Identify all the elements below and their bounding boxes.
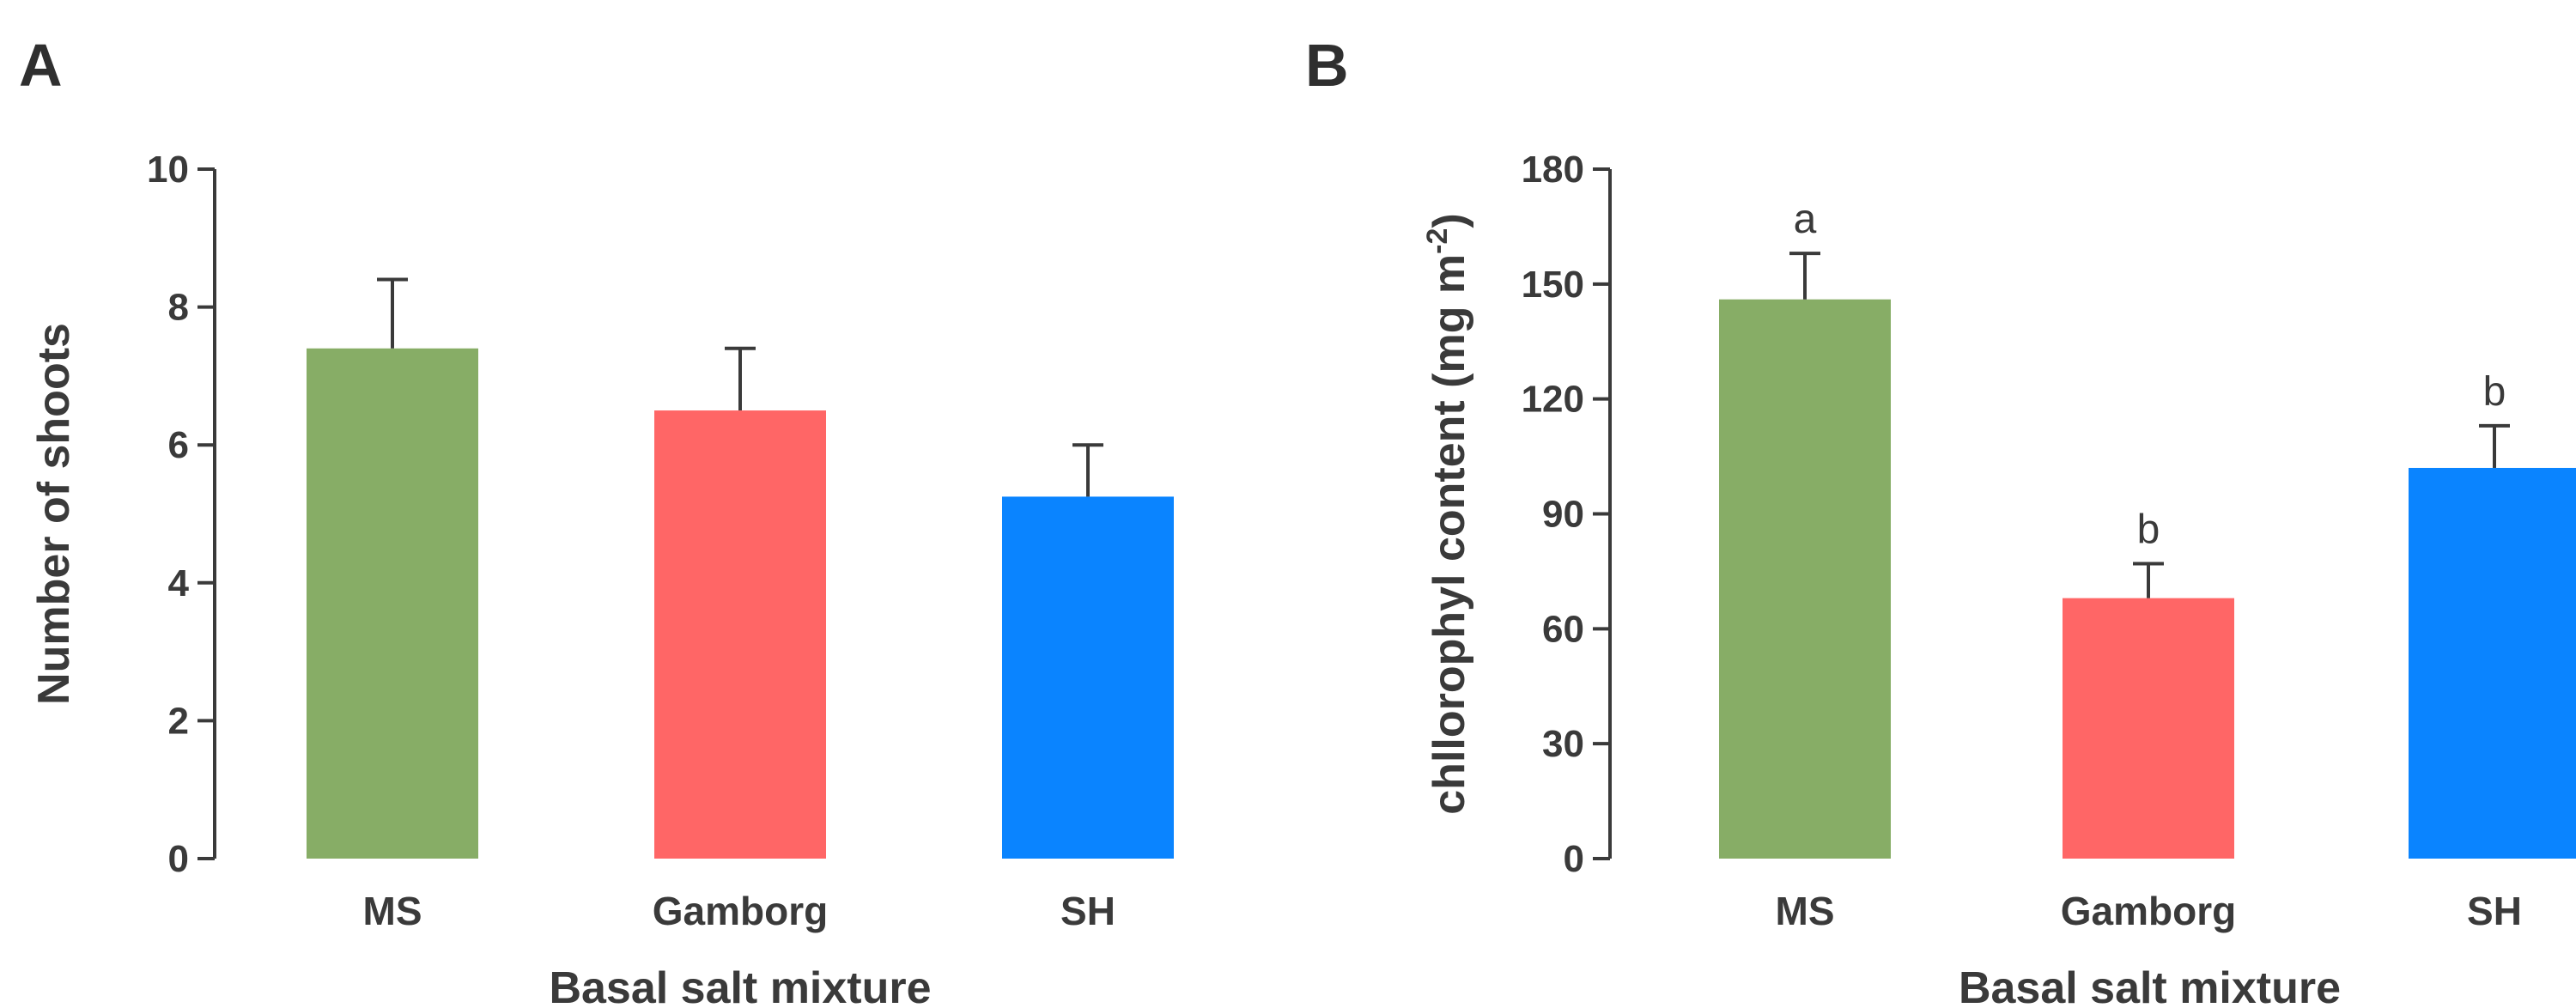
- y-axis-title-superscript: -2: [1421, 228, 1454, 254]
- x-tick-label-ms: MS: [1776, 889, 1835, 933]
- panel-label-a: A: [19, 32, 63, 99]
- y-tick-label-150: 150: [1522, 264, 1584, 306]
- x-tick-label-gamborg: Gamborg: [653, 889, 828, 933]
- panel-label-b: B: [1305, 32, 1349, 99]
- y-tick-label-0: 0: [1564, 838, 1584, 880]
- x-axis-title: Basal salt mixture: [549, 963, 931, 1008]
- significance-label-sh: b: [2483, 369, 2506, 415]
- y-tick-label-60: 60: [1542, 608, 1584, 650]
- y-tick-label-6: 6: [168, 424, 189, 466]
- significance-label-ms: a: [1794, 197, 1817, 242]
- y-axis-title: Number of shoots: [29, 323, 79, 705]
- x-tick-label-ms: MS: [363, 889, 422, 933]
- y-tick-label-0: 0: [168, 838, 189, 880]
- significance-label-gamborg: b: [2137, 507, 2160, 552]
- x-tick-label-sh: SH: [2467, 889, 2522, 933]
- y-tick-label-180: 180: [1522, 149, 1584, 191]
- y-tick-label-4: 4: [168, 562, 190, 604]
- bar-sh: [2409, 467, 2576, 859]
- bar-gamborg: [654, 410, 826, 859]
- bar-ms: [1719, 299, 1891, 859]
- y-axis-title: chllorophyl content (mg m-2): [1421, 213, 1474, 814]
- y-axis-title-text: Number of shoots: [29, 323, 79, 705]
- bar-ms: [307, 348, 478, 859]
- bar-sh: [1002, 496, 1174, 859]
- y-tick-label-10: 10: [147, 149, 189, 191]
- y-tick-label-120: 120: [1522, 379, 1584, 421]
- y-tick-label-8: 8: [168, 287, 189, 329]
- chart-panel-a: A MS Gamborg SH 0 2 4 6 8 10 Basal salt mixture Num…: [19, 32, 1174, 1008]
- x-tick-label-gamborg: Gamborg: [2061, 889, 2236, 933]
- x-tick-label-sh: SH: [1060, 889, 1115, 933]
- y-tick-label-2: 2: [168, 700, 189, 742]
- chart-b-svg: Ba MS b Gamborg b SH 0 30 60 90 120 150 180 Basal sal…: [1305, 32, 2576, 1008]
- bar-gamborg: [2063, 598, 2234, 859]
- y-axis-title-text: chllorophyl content (mg m: [1425, 254, 1474, 815]
- y-axis-title-suffix: ): [1425, 213, 1474, 228]
- chart-a-svg: A MS Gamborg SH 0 2 4 6 8 10 Basal salt mixture Num…: [19, 32, 1174, 1008]
- y-tick-label-90: 90: [1542, 494, 1584, 536]
- y-tick-label-30: 30: [1542, 723, 1584, 765]
- x-axis-title: Basal salt mixture: [1959, 963, 2341, 1008]
